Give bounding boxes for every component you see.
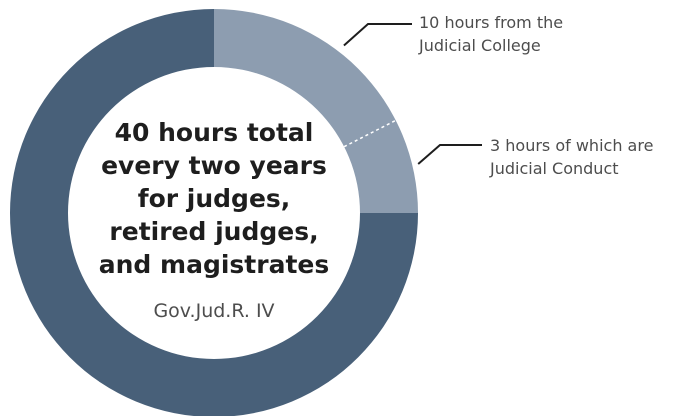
callout-line: 10 hours from the [419, 13, 564, 32]
center-title: 40 hours total every two years for judge… [84, 116, 344, 281]
center-title-line: retired judges, [109, 217, 319, 246]
callout-judicial-college: 10 hours from the Judicial College [419, 11, 563, 57]
callout-line: 3 hours of which are [490, 136, 654, 155]
center-title-line: for judges, [137, 184, 291, 213]
center-subtitle: Gov.Jud.R. IV [153, 300, 275, 322]
callout-leader-judicial-college [343, 23, 412, 47]
center-title-line: every two years [101, 151, 327, 180]
center-title-line: and magistrates [98, 250, 330, 279]
callout-line: Judicial Conduct [490, 159, 619, 178]
center-title-line: 40 hours total [114, 118, 314, 147]
donut-slice-judicial-college [214, 9, 418, 213]
donut-divider-judicial-conduct [343, 119, 397, 148]
callout-line: Judicial College [419, 36, 541, 55]
callout-leader-judicial-conduct [417, 144, 482, 165]
callout-judicial-conduct: 3 hours of which are Judicial Conduct [490, 134, 653, 180]
